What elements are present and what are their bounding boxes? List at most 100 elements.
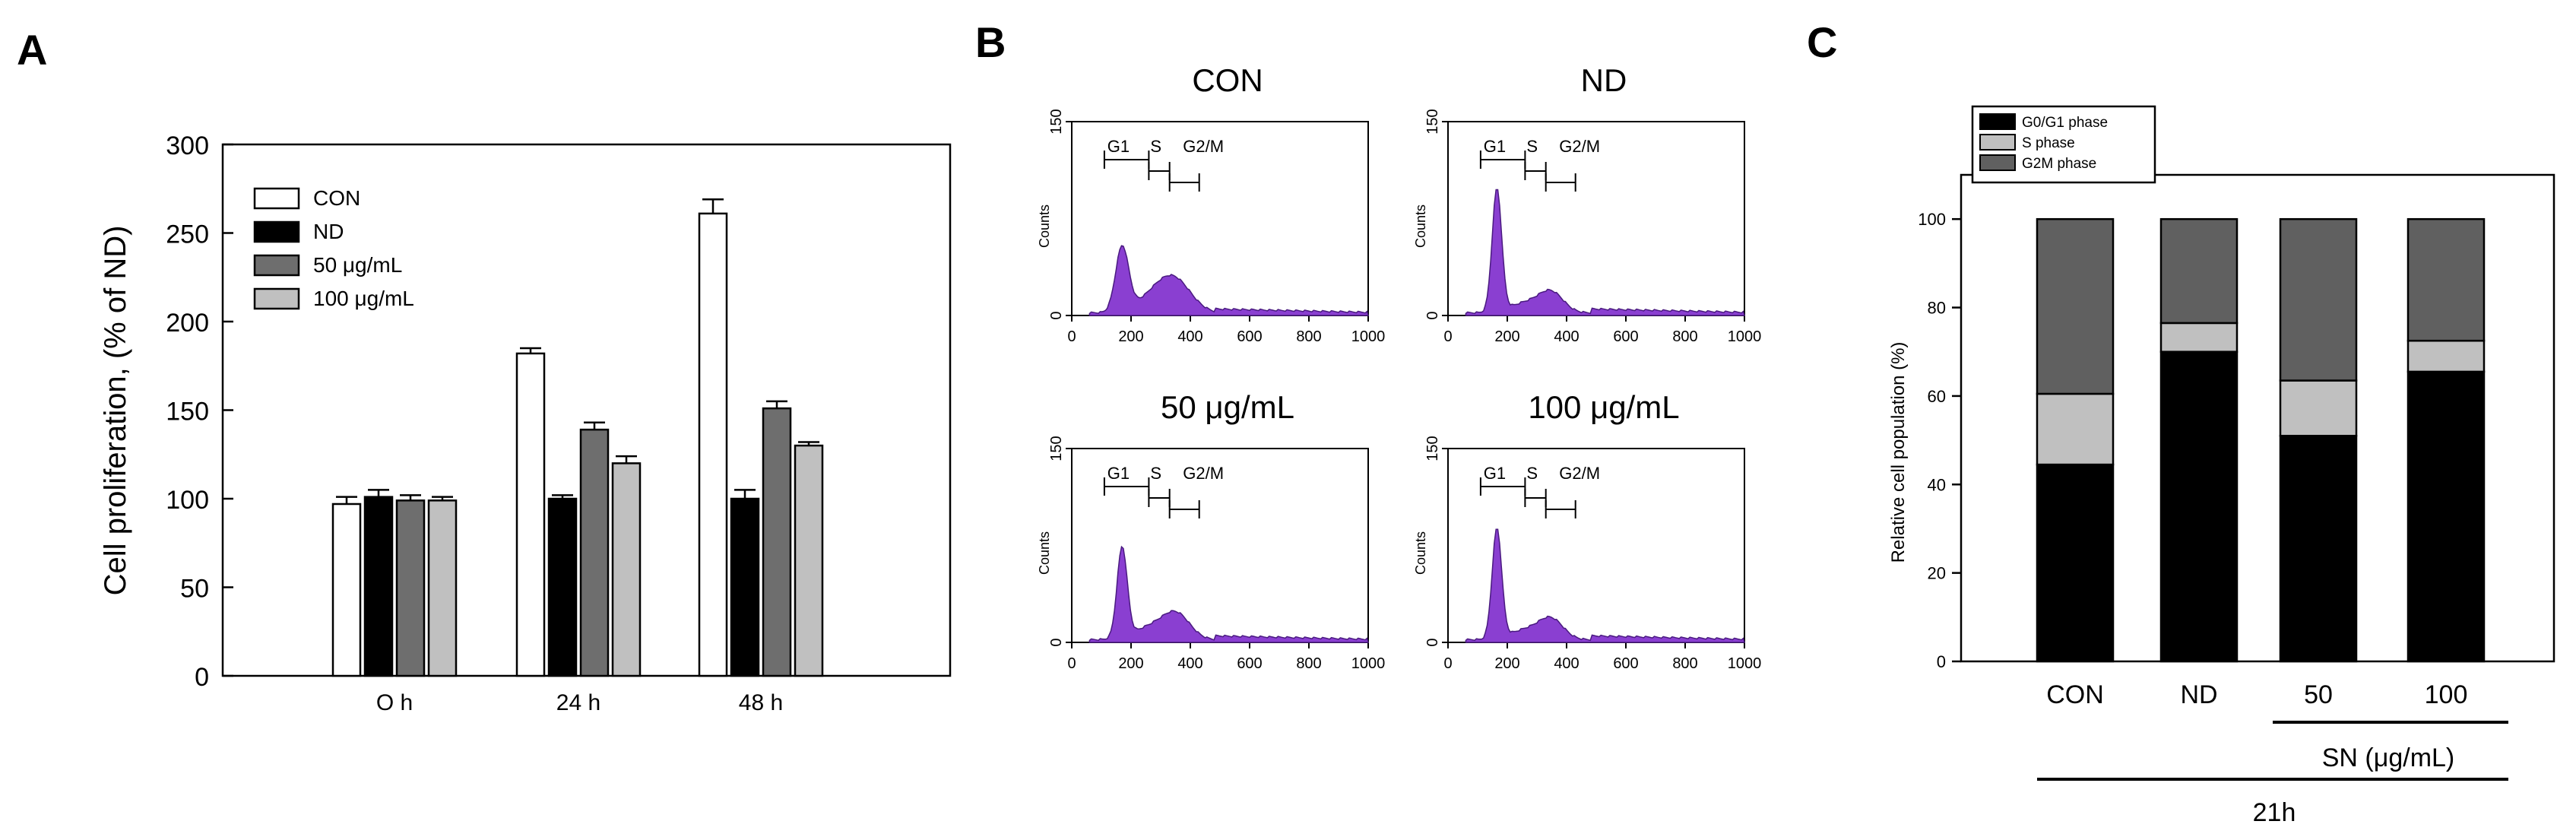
chart-a-legend-swatch bbox=[253, 187, 300, 210]
sn-bracket-label: SN (μg/mL) bbox=[2322, 743, 2455, 772]
chart-c-category-label: 100 bbox=[2425, 680, 2468, 709]
chart-c-ylabel: Relative cell population (%) bbox=[1888, 342, 1909, 563]
chart-c-bar-segment bbox=[2279, 379, 2358, 437]
histogram-xtick-label: 400 bbox=[1177, 655, 1202, 672]
gate-label: G1 bbox=[1484, 464, 1506, 483]
chart-a-bar bbox=[515, 352, 546, 677]
chart-c-legend-swatch bbox=[1979, 113, 2016, 130]
chart-c-bar-segment bbox=[2406, 370, 2486, 663]
chart-c-bar-segment bbox=[2406, 217, 2486, 342]
chart-c-bar-segment bbox=[2406, 339, 2486, 373]
chart-a-category-label: 48 h bbox=[739, 690, 783, 715]
histogram-panel: 50 μg/mL 0 150 Counts 0 200 400 600 800 1000 G1 S G2… bbox=[1037, 389, 1385, 672]
panel-letter-c: C bbox=[1807, 18, 1837, 66]
chart-a-bar bbox=[579, 428, 610, 677]
chart-a-ytick-label: 250 bbox=[166, 220, 209, 249]
histogram-xtick-label: 800 bbox=[1672, 328, 1697, 345]
chart-c-legend-label: G0/G1 phase bbox=[2022, 115, 2108, 131]
chart-a-bar bbox=[547, 497, 578, 677]
gate-label: S bbox=[1526, 464, 1538, 483]
histogram-title: 100 μg/mL bbox=[1528, 389, 1679, 425]
histogram-curve bbox=[1465, 189, 1746, 316]
chart-a-legend-swatch bbox=[253, 287, 300, 310]
chart-c-legend-swatch bbox=[1979, 154, 2016, 171]
chart-c-ytick-label: 100 bbox=[1918, 210, 1946, 229]
chart-c-bar-segment bbox=[2036, 463, 2115, 663]
chart-a-category-label: O h bbox=[376, 690, 413, 715]
histogram-title: CON bbox=[1192, 62, 1263, 98]
chart-c-ytick-label: 0 bbox=[1937, 652, 1946, 671]
histogram-ytick-label: 0 bbox=[1048, 311, 1065, 319]
chart-a-ytick-label: 0 bbox=[195, 663, 209, 692]
chart-a-ytick-label: 200 bbox=[166, 309, 209, 338]
chart-c-bar-segment bbox=[2159, 350, 2239, 663]
chart-a-legend-label: 50 μg/mL bbox=[313, 253, 402, 277]
histogram-ytick-label: 150 bbox=[1424, 109, 1441, 134]
chart-c-ytick-label: 80 bbox=[1928, 299, 1946, 318]
chart-a-legend-label: 100 μg/mL bbox=[313, 287, 414, 310]
chart-b-cell-cycle-histograms: CON 0 150 Counts 0 200 400 600 800 1000 G1 S G2/M ND 0… bbox=[1037, 62, 1761, 672]
chart-c-legend-label: G2M phase bbox=[2022, 156, 2096, 172]
histogram-panel: CON 0 150 Counts 0 200 400 600 800 1000 G1 S G2/M bbox=[1037, 62, 1385, 345]
chart-c-ytick-label: 20 bbox=[1928, 564, 1946, 583]
chart-c-category-label: ND bbox=[2180, 680, 2217, 709]
histogram-title: ND bbox=[1581, 62, 1627, 98]
gate-label: G1 bbox=[1484, 137, 1506, 156]
histogram-xtick-label: 1000 bbox=[1351, 328, 1386, 345]
histogram-curve bbox=[1088, 245, 1370, 316]
histogram-xtick-label: 600 bbox=[1613, 328, 1638, 345]
gate-label: G2/M bbox=[1183, 464, 1224, 483]
gate-label: G2/M bbox=[1183, 137, 1224, 156]
chart-a-bar bbox=[794, 444, 824, 677]
histogram-xtick-label: 0 bbox=[1067, 655, 1076, 672]
chart-a-ytick-label: 150 bbox=[166, 398, 209, 426]
histogram-ytick-label: 150 bbox=[1424, 436, 1441, 461]
chart-a-ylabel: Cell proliferation, (% of ND) bbox=[99, 226, 132, 596]
chart-a-bar bbox=[611, 462, 642, 677]
chart-a-legend: CON ND 50 μg/mL 100 μg/mL bbox=[253, 186, 414, 310]
gate-label: G2/M bbox=[1559, 137, 1600, 156]
histogram-panel: ND 0 150 Counts 0 200 400 600 800 1000 G1 S G2/M bbox=[1413, 62, 1761, 345]
chart-a-legend-swatch bbox=[253, 220, 300, 243]
histogram-xtick-label: 200 bbox=[1494, 655, 1519, 672]
chart-c-brackets: SN (μg/mL) 21h bbox=[2037, 721, 2508, 827]
gate-label: S bbox=[1526, 137, 1538, 156]
chart-a-legend-swatch bbox=[253, 254, 300, 277]
histogram-xtick-label: 400 bbox=[1554, 655, 1579, 672]
histogram-ylabel: Counts bbox=[1037, 531, 1052, 575]
chart-a-legend-label: ND bbox=[313, 220, 344, 243]
histogram-xtick-label: 200 bbox=[1494, 328, 1519, 345]
gate-label: G1 bbox=[1107, 464, 1130, 483]
chart-c-bar-segment bbox=[2036, 392, 2115, 466]
chart-a-bar bbox=[427, 499, 458, 677]
histogram-xtick-label: 1000 bbox=[1728, 655, 1762, 672]
chart-c-legend-label: S phase bbox=[2022, 135, 2075, 151]
histogram-ylabel: Counts bbox=[1413, 531, 1428, 575]
panel-letter-b: B bbox=[975, 18, 1006, 66]
histogram-ylabel: Counts bbox=[1037, 204, 1052, 248]
histogram-panel: 100 μg/mL 0 150 Counts 0 200 400 600 800 1000 G1 S G… bbox=[1413, 389, 1761, 672]
chart-c-frame bbox=[1960, 173, 2555, 663]
chart-a-ytick-label: 50 bbox=[180, 575, 209, 604]
histogram-xtick-label: 800 bbox=[1296, 655, 1321, 672]
histogram-xtick-label: 600 bbox=[1237, 655, 1262, 672]
gate-label: S bbox=[1150, 137, 1161, 156]
chart-c-category-label: 50 bbox=[2304, 680, 2333, 709]
chart-a-bar bbox=[363, 496, 394, 677]
histogram-xtick-label: 1000 bbox=[1351, 655, 1386, 672]
chart-c-bar-segment bbox=[2279, 435, 2358, 663]
histogram-xtick-label: 600 bbox=[1613, 655, 1638, 672]
chart-a-bar bbox=[698, 212, 728, 677]
chart-a-bar bbox=[762, 407, 792, 677]
chart-c-ytick-label: 40 bbox=[1928, 475, 1946, 494]
gate-label: G2/M bbox=[1559, 464, 1600, 483]
histogram-ytick-label: 150 bbox=[1048, 436, 1065, 461]
chart-c-cell-population: Relative cell population (%) 0 20 40 60 80 10… bbox=[1888, 105, 2555, 827]
chart-c-bar-segment bbox=[2036, 217, 2115, 395]
histogram-xtick-label: 800 bbox=[1672, 655, 1697, 672]
chart-c-bar-segment bbox=[2159, 322, 2239, 353]
histogram-xtick-label: 600 bbox=[1237, 328, 1262, 345]
chart-c-bar-segment bbox=[2279, 217, 2358, 382]
histogram-xtick-label: 200 bbox=[1118, 655, 1143, 672]
